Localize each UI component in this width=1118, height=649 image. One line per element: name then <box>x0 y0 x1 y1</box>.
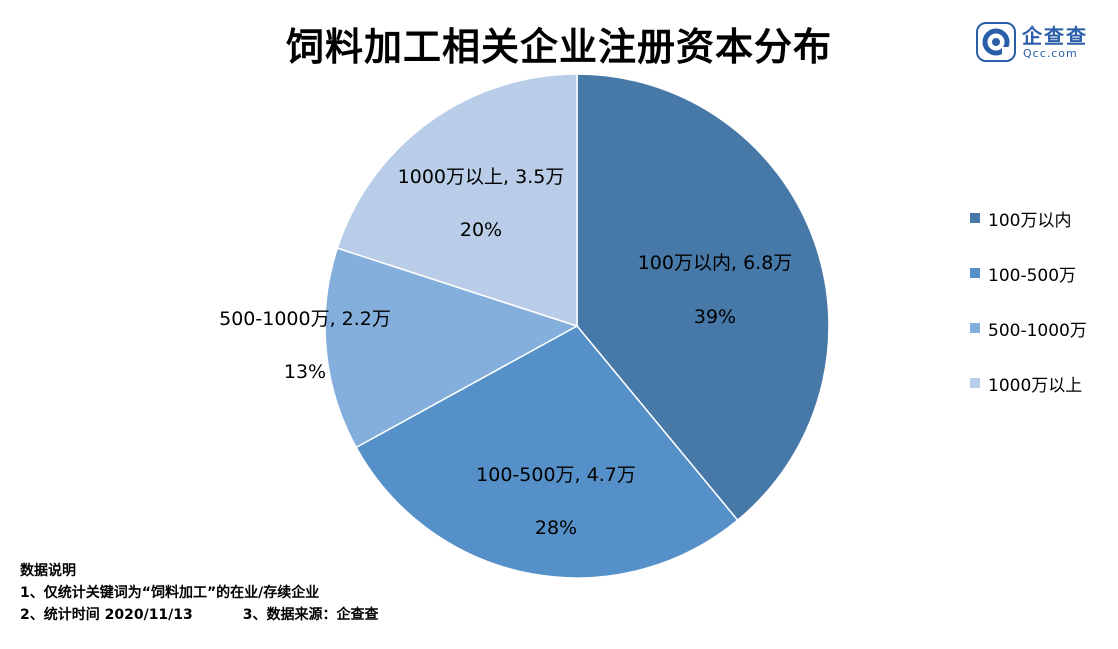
legend-swatch <box>970 268 980 278</box>
legend-swatch <box>970 323 980 333</box>
pie-slice-4 <box>336 73 578 328</box>
qcc-domain: Qcc.com <box>1023 47 1078 60</box>
slice-label-3: 500-1000万, 2.2万 <box>219 308 391 330</box>
qcc-logo: 企查查 Qcc.com <box>976 20 1106 64</box>
slice-percent-1: 39% <box>694 306 736 328</box>
slice-label-4: 1000万以上, 3.5万 <box>398 166 565 188</box>
chart-title: 饲料加工相关企业注册资本分布 <box>285 25 832 69</box>
slice-percent-4: 20% <box>460 219 502 241</box>
legend-label: 1000万以上 <box>988 375 1083 396</box>
notes-line-2: 2、统计时间 2020/11/13 3、数据来源：企查查 <box>20 604 379 626</box>
pie-slice-2 <box>355 325 739 579</box>
slice-label-1: 100万以内, 6.8万 <box>638 252 793 274</box>
legend-item-2: 100-500万 <box>970 263 1110 286</box>
chart-legend: 100万以内 100-500万 500-1000万 1000万以上 <box>970 208 1110 428</box>
legend-item-4: 1000万以上 <box>970 373 1110 396</box>
legend-label: 100万以内 <box>988 210 1072 231</box>
pie-slice-3 <box>324 247 579 449</box>
slice-label-2: 100-500万, 4.7万 <box>476 464 636 486</box>
notes-source: 3、数据来源：企查查 <box>242 607 379 623</box>
legend-swatch <box>970 378 980 388</box>
data-notes: 数据说明 1、仅统计关键词为“饲料加工”的在业/存续企业 2、统计时间 2020… <box>20 560 379 626</box>
qcc-logo-icon <box>976 22 1016 62</box>
legend-swatch <box>970 213 980 223</box>
slice-percent-2: 28% <box>535 517 577 539</box>
notes-heading: 数据说明 <box>20 563 76 579</box>
notes-line-1: 1、仅统计关键词为“饲料加工”的在业/存续企业 <box>20 585 320 601</box>
qcc-brand-name: 企查查 <box>1022 24 1088 48</box>
legend-item-1: 100万以内 <box>970 208 1110 231</box>
slice-percent-3: 13% <box>284 361 326 383</box>
pie-slice-1 <box>576 73 830 522</box>
legend-label: 100-500万 <box>988 265 1077 286</box>
legend-item-3: 500-1000万 <box>970 318 1110 341</box>
legend-label: 500-1000万 <box>988 320 1087 341</box>
notes-stat-time: 2、统计时间 2020/11/13 <box>20 607 193 623</box>
